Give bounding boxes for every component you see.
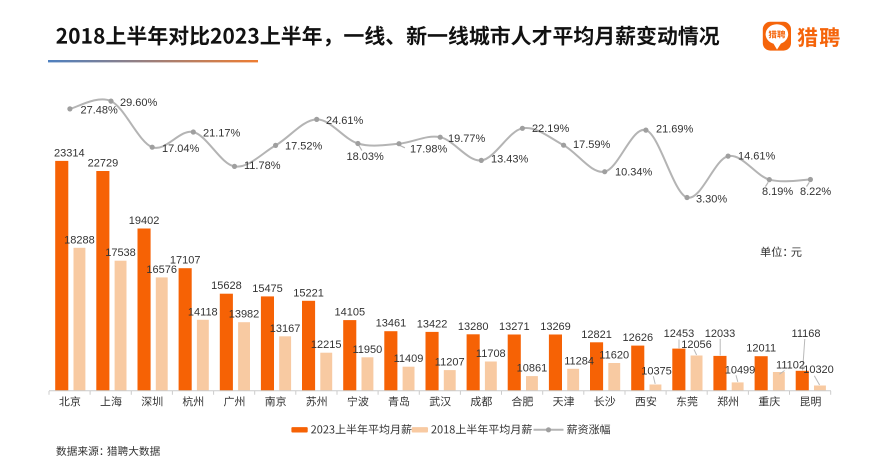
svg-text:12626: 12626 bbox=[623, 332, 654, 344]
svg-text:14105: 14105 bbox=[335, 307, 366, 319]
svg-text:17.04%: 17.04% bbox=[162, 143, 200, 155]
svg-text:13982: 13982 bbox=[229, 309, 260, 321]
svg-text:17.52%: 17.52% bbox=[285, 140, 323, 152]
svg-text:18288: 18288 bbox=[64, 234, 95, 246]
svg-text:10499: 10499 bbox=[725, 365, 756, 377]
svg-text:19402: 19402 bbox=[129, 215, 160, 227]
svg-text:18.03%: 18.03% bbox=[347, 151, 385, 163]
svg-text:21.17%: 21.17% bbox=[203, 128, 241, 140]
svg-text:12821: 12821 bbox=[581, 329, 612, 341]
svg-text:10375: 10375 bbox=[641, 366, 672, 378]
svg-text:23314: 23314 bbox=[54, 147, 85, 159]
svg-text:17.59%: 17.59% bbox=[573, 139, 611, 151]
svg-text:13167: 13167 bbox=[270, 323, 301, 335]
svg-text:15628: 15628 bbox=[211, 280, 242, 292]
svg-text:11168: 11168 bbox=[792, 328, 821, 340]
svg-text:22729: 22729 bbox=[88, 158, 119, 170]
svg-text:19.77%: 19.77% bbox=[448, 133, 486, 145]
svg-text:11708: 11708 bbox=[476, 348, 506, 360]
svg-text:21.69%: 21.69% bbox=[656, 124, 694, 136]
svg-text:10320: 10320 bbox=[803, 364, 834, 376]
svg-text:14.61%: 14.61% bbox=[738, 151, 776, 163]
svg-text:10861: 10861 bbox=[517, 363, 548, 375]
svg-text:12011: 12011 bbox=[746, 343, 776, 355]
svg-text:13422: 13422 bbox=[417, 318, 448, 330]
svg-text:12453: 12453 bbox=[664, 328, 695, 340]
svg-text:13269: 13269 bbox=[540, 321, 571, 333]
svg-text:14118: 14118 bbox=[188, 306, 218, 318]
svg-text:12033: 12033 bbox=[705, 328, 736, 340]
svg-text:11950: 11950 bbox=[353, 344, 383, 356]
svg-text:11207: 11207 bbox=[435, 357, 465, 369]
svg-text:13280: 13280 bbox=[458, 321, 489, 333]
svg-text:17.98%: 17.98% bbox=[410, 144, 448, 156]
svg-text:10.34%: 10.34% bbox=[615, 167, 653, 179]
svg-text:8.19%: 8.19% bbox=[762, 186, 793, 198]
svg-text:24.61%: 24.61% bbox=[326, 115, 364, 127]
svg-text:11409: 11409 bbox=[394, 353, 424, 365]
svg-text:15475: 15475 bbox=[252, 283, 283, 295]
svg-text:29.60%: 29.60% bbox=[120, 97, 158, 109]
svg-text:11102: 11102 bbox=[776, 360, 805, 372]
svg-text:16576: 16576 bbox=[146, 264, 177, 276]
svg-text:27.48%: 27.48% bbox=[81, 105, 119, 117]
svg-text:12056: 12056 bbox=[681, 339, 712, 351]
svg-text:11.78%: 11.78% bbox=[244, 160, 281, 172]
svg-text:8.22%: 8.22% bbox=[800, 186, 831, 198]
svg-text:17538: 17538 bbox=[105, 247, 136, 259]
svg-text:17107: 17107 bbox=[170, 255, 201, 267]
svg-text:3.30%: 3.30% bbox=[696, 193, 727, 205]
svg-text:13271: 13271 bbox=[499, 321, 530, 333]
svg-text:12215: 12215 bbox=[311, 339, 342, 351]
svg-text:15221: 15221 bbox=[293, 287, 324, 299]
svg-text:13461: 13461 bbox=[376, 318, 407, 330]
svg-text:11620: 11620 bbox=[599, 350, 629, 362]
svg-text:11284: 11284 bbox=[564, 355, 594, 367]
svg-text:22.19%: 22.19% bbox=[532, 123, 570, 135]
svg-text:13.43%: 13.43% bbox=[491, 154, 529, 166]
